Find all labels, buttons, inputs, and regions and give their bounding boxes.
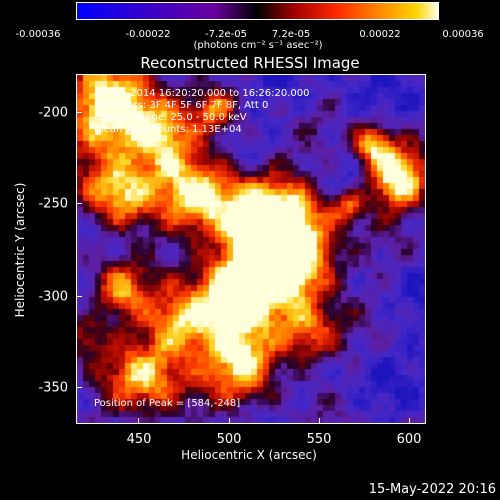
colorbar-tick-label: -0.00022 — [125, 29, 171, 40]
clean-counts-annotation: Clean Total counts: 1.13E+04 — [94, 124, 242, 135]
colorbar — [76, 2, 439, 20]
energy-range-annotation: Energy Range: 25.0 - 50.0 keV — [94, 112, 247, 123]
x-tick — [409, 418, 410, 424]
colorbar-gradient — [77, 3, 438, 19]
plot-title: Reconstructed RHESSI Image — [140, 54, 360, 72]
x-tick-label: 450 — [126, 432, 152, 447]
x-axis-label: Heliocentric X (arcsec) — [181, 448, 317, 462]
x-tick-label: 600 — [396, 432, 422, 447]
y-tick-label: -200 — [38, 105, 68, 121]
y-tick-label: -350 — [38, 380, 68, 396]
colorbar-tick-label: -7.2e-05 — [205, 29, 247, 40]
x-tick — [319, 418, 320, 424]
peak-position-annotation: Position of Peak = [584,-248] — [94, 398, 241, 409]
colorbar-tick-label: -0.00036 — [15, 29, 61, 40]
time-range-annotation: 15-Jun-2014 16:20:20.000 to 16:26:20.000 — [94, 88, 310, 99]
y-axis-label: Heliocentric Y (arcsec) — [13, 182, 27, 318]
y-tick-label: -300 — [38, 289, 68, 305]
plot-timestamp: 15-May-2022 20:16 — [368, 482, 496, 497]
x-tick — [138, 418, 139, 424]
plot-frame: 15-Jun-2014 16:20:20.000 to 16:26:20.000… — [76, 74, 426, 424]
rhessi-image — [77, 75, 425, 423]
y-tick — [76, 296, 82, 297]
x-tick — [229, 418, 230, 424]
x-tick-label: 550 — [306, 432, 332, 447]
colorbar-tick-label: 0.00022 — [359, 29, 401, 40]
y-tick — [76, 203, 82, 204]
colorbar-tick-label: 7.2e-05 — [271, 29, 311, 40]
x-tick-label: 500 — [216, 432, 242, 447]
colorbar-tick-label: 0.00036 — [442, 29, 484, 40]
colorbar-units: (photons cm⁻² s⁻¹ asec⁻²) — [193, 40, 323, 51]
y-tick — [76, 112, 82, 113]
y-tick-label: -250 — [38, 196, 68, 212]
detectors-annotation: Detectors: 3F 4F 5F 6F 7F 8F, Att 0 — [94, 100, 269, 111]
y-tick — [76, 387, 82, 388]
